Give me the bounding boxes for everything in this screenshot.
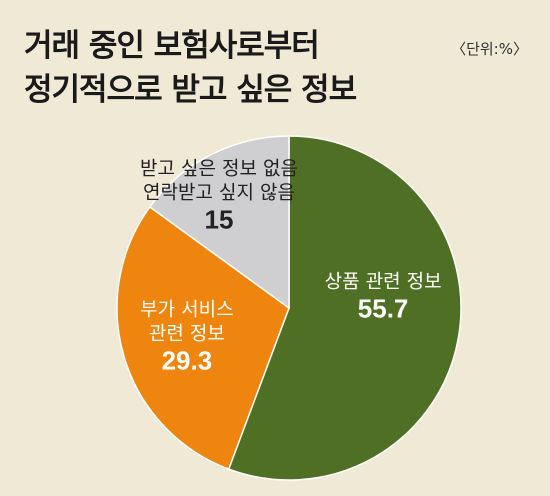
slice-label-3-line-1: 받고 싶은 정보 없음 (140, 158, 298, 180)
chart-title: 거래 중인 보험사로부터 정기적으로 받고 싶은 정보 (24, 24, 357, 112)
slice-value-1: 55.7 (358, 294, 409, 324)
slice-value-2: 29.3 (162, 346, 213, 376)
slice-label-2-line-1: 부가 서비스 (140, 299, 233, 321)
pie-slice-2 (116, 205, 290, 471)
unit-label: 〈단위:%〉 (451, 40, 528, 58)
pie-slice-1 (227, 135, 462, 481)
slice-value-3: 15 (205, 205, 234, 235)
chart-title-line-2: 정기적으로 받고 싶은 정보 (24, 72, 357, 108)
pie-slice-3 (148, 135, 290, 310)
slice-label-3-line-2: 연락받고 싶지 않음 (143, 182, 295, 204)
slice-label-1-line-1: 상품 관련 정보 (325, 271, 442, 293)
chart-title-line-1: 거래 중인 보험사로부터 (24, 28, 320, 64)
slice-label-2-line-2: 관련 정보 (149, 323, 225, 345)
